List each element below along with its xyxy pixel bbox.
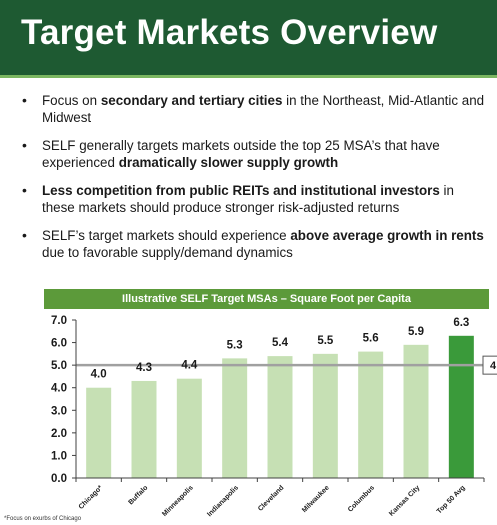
bullet-list: Focus on secondary and tertiary cities i…: [18, 92, 488, 272]
y-tick-label: 2.0: [51, 428, 67, 440]
bullet-text: SELF generally targets markets outside t…: [42, 138, 440, 170]
chart-title: Illustrative SELF Target MSAs – Square F…: [44, 289, 489, 309]
bar: [358, 351, 384, 478]
x-tick-label: Top 50 Avg: [436, 484, 467, 515]
data-label: 5.3: [227, 339, 243, 351]
bullet-item: Less competition from public REITs and i…: [18, 182, 488, 216]
bullet-text: SELF’s target markets should experience: [42, 228, 291, 243]
y-tick-label: 3.0: [51, 405, 67, 417]
bar: [176, 378, 202, 478]
x-tick-label: Columbus: [347, 484, 376, 513]
bullet-bold-text: dramatically slower supply growth: [118, 155, 339, 170]
bar: [222, 358, 248, 478]
reference-line-callout: [482, 355, 497, 375]
bullet-item: Focus on secondary and tertiary cities i…: [18, 92, 488, 126]
bullet-bold-text: secondary and tertiary cities: [100, 93, 283, 108]
bullet-item: SELF generally targets markets outside t…: [18, 137, 488, 171]
bar: [86, 387, 112, 478]
x-tick-label: Chicago*: [78, 484, 105, 511]
y-tick-label: 1.0: [51, 450, 67, 462]
bar: [403, 344, 429, 478]
bullet-bold-text: above average growth in rents: [290, 228, 484, 243]
bullet-item: SELF’s target markets should experience …: [18, 227, 488, 261]
data-label: 5.9: [408, 326, 424, 338]
data-label: 4.4: [181, 360, 198, 372]
data-label: 4.3: [136, 362, 152, 374]
data-label: 4.0: [91, 369, 107, 381]
x-tick-label: Minneapolis: [161, 484, 195, 518]
page-title: Target Markets Overview: [21, 13, 438, 52]
bullet-text: in these markets should produce stronger…: [42, 183, 454, 215]
bar: [448, 335, 474, 478]
y-tick-label: 5.0: [51, 360, 67, 372]
data-label: 5.4: [272, 337, 289, 349]
bar: [267, 356, 293, 478]
title-accent-line: [0, 75, 497, 78]
data-label: 5.6: [363, 333, 379, 345]
bar: [131, 380, 157, 478]
x-tick-label: Milwaukee: [301, 484, 331, 514]
x-tick-label: Indianapolis: [206, 484, 240, 518]
y-tick-label: 6.0: [51, 338, 67, 350]
x-tick-label: Buffalo: [127, 484, 149, 506]
data-label: 5.5: [317, 335, 334, 347]
bullet-text: in the Northeast, Mid-Atlantic and Midwe…: [42, 93, 485, 125]
bar: [312, 353, 338, 478]
reference-line-label: 4: [490, 360, 497, 372]
bullet-text: due to favorable supply/demand dynamics: [42, 245, 293, 260]
y-tick-label: 0.0: [51, 473, 67, 485]
y-tick-label: 7.0: [51, 315, 67, 327]
title-bar: Target Markets Overview: [0, 0, 497, 75]
bullet-text: Focus on: [42, 93, 101, 108]
data-label: 6.3: [453, 317, 469, 329]
x-tick-label: Cleveland: [257, 484, 285, 512]
y-tick-label: 4.0: [51, 383, 67, 395]
x-tick-label: Kansas City: [388, 484, 421, 517]
bullet-bold-text: Less competition from public REITs and i…: [42, 183, 440, 198]
chart-footnote: *Focus on exurbs of Chicago: [4, 516, 82, 522]
